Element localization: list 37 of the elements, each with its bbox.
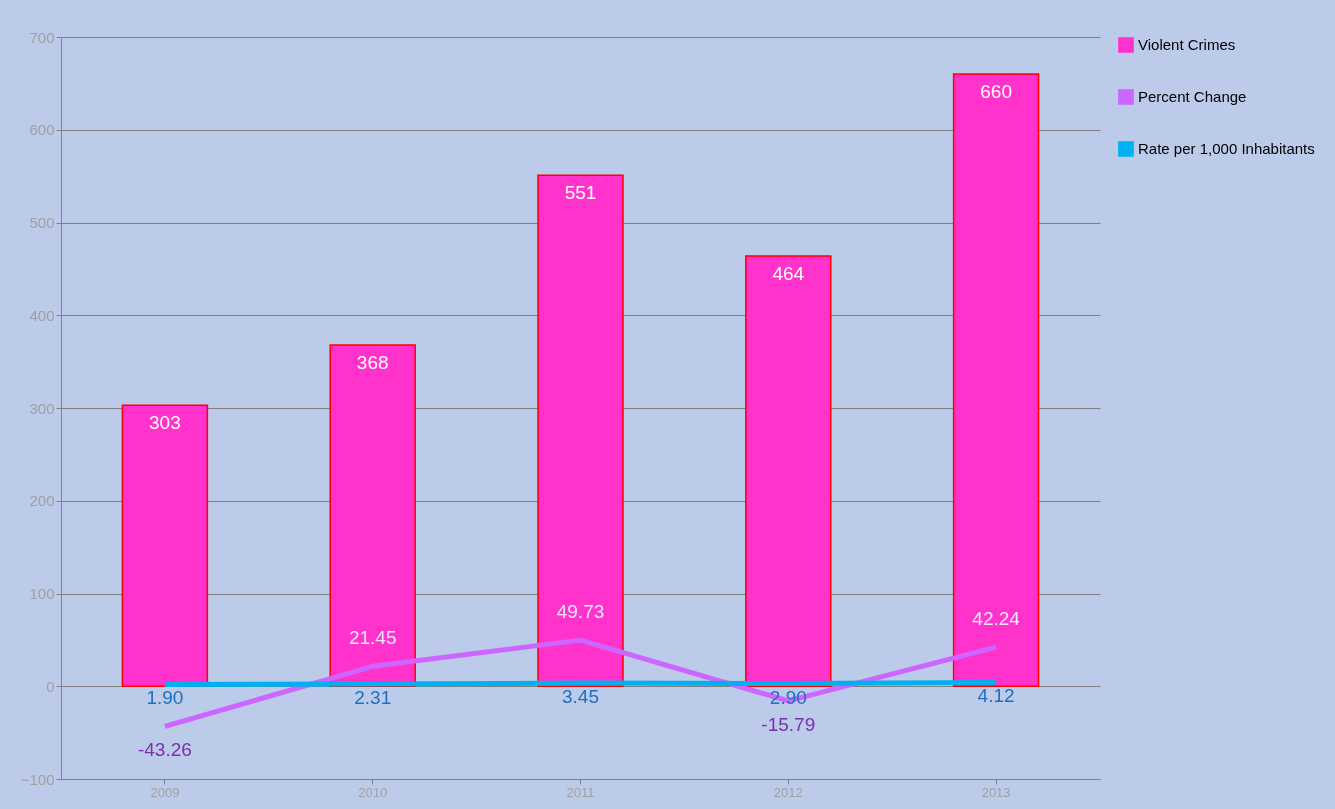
x-tick-label: 2013 — [981, 784, 1011, 800]
data-label: 303 — [149, 412, 181, 434]
data-label: 3.45 — [562, 686, 599, 708]
data-label: 1.90 — [146, 687, 184, 709]
data-label: 551 — [564, 182, 597, 204]
legend-label: Violent Crimes — [1138, 36, 1236, 53]
y-tick-label: 300 — [29, 399, 55, 417]
data-label: 2.90 — [769, 686, 807, 708]
data-label: 464 — [772, 262, 805, 284]
bar — [537, 174, 624, 687]
data-label: -15.79 — [761, 713, 816, 735]
bar — [952, 73, 1040, 687]
legend-label: Rate per 1,000 Inhabitants — [1138, 140, 1315, 157]
data-label: 660 — [980, 81, 1012, 103]
data-label: 21.45 — [348, 627, 397, 649]
y-tick-label: 600 — [29, 121, 55, 139]
data-label: 42.24 — [972, 608, 1021, 630]
data-label: 2.31 — [354, 687, 392, 709]
bar — [329, 344, 416, 687]
y-tick-label: −100 — [20, 770, 55, 788]
y-tick-label: 100 — [29, 585, 55, 602]
bar — [745, 255, 832, 687]
data-label: -43.26 — [137, 739, 192, 761]
x-tick-label: 2012 — [773, 784, 803, 800]
data-label: 368 — [356, 351, 389, 373]
y-tick-label: 500 — [29, 214, 55, 231]
y-tick-label: 200 — [29, 492, 55, 510]
y-tick-label: 400 — [29, 306, 55, 324]
x-tick-label: 2009 — [150, 784, 180, 800]
x-tick-label: 2011 — [566, 784, 595, 800]
data-label: 4.12 — [977, 685, 1015, 707]
legend-label: Percent Change — [1138, 88, 1247, 105]
y-tick-label: 700 — [29, 28, 55, 46]
x-tick-label: 2010 — [358, 784, 388, 800]
bar — [121, 404, 209, 687]
y-tick-label: 0 — [46, 677, 55, 695]
data-label: 49.73 — [556, 601, 605, 623]
